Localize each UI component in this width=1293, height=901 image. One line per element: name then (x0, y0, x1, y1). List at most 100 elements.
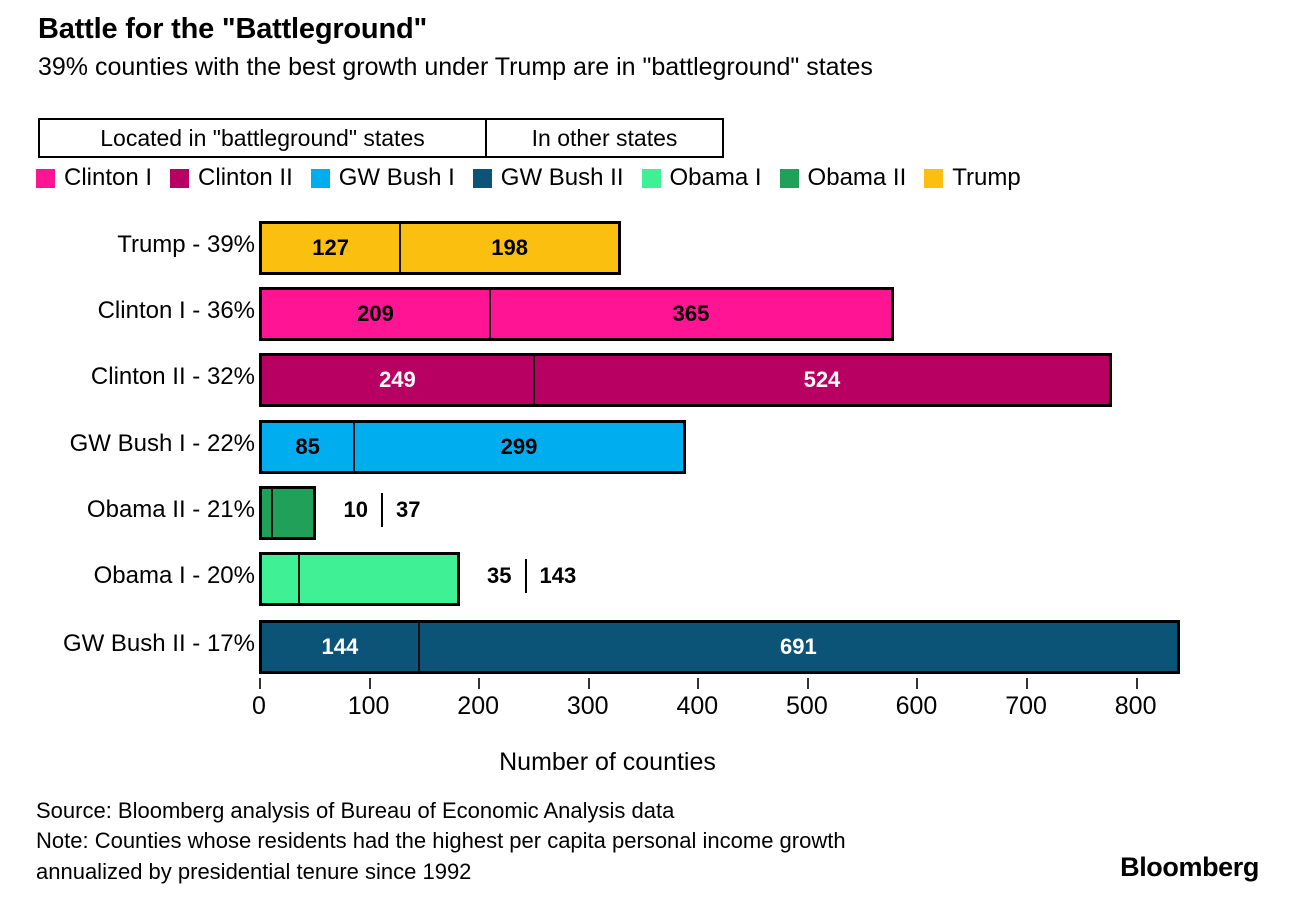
legend-item-gw-bush-i: GW Bush I (310, 164, 455, 191)
stacked-bar[interactable]: 144 691 (259, 620, 1180, 674)
bloomberg-logo: Bloomberg (1120, 852, 1259, 882)
tick-mark (806, 678, 809, 689)
tick-mark (1135, 678, 1138, 689)
legend-item-clinton-i: Clinton I (36, 166, 152, 190)
x-axis-title: Number of counties (0, 748, 1293, 777)
value-divider (380, 493, 383, 527)
bar-value-other: 198 (491, 235, 528, 260)
bar-row: Obama I - 20% 35 143 (0, 543, 1293, 609)
bar-row: Trump - 39% 127 198 (0, 212, 1293, 278)
legend-item-gw-bush-ii: GW Bush II (472, 164, 624, 191)
tick-mark (587, 678, 590, 689)
stacked-bar[interactable] (259, 486, 317, 540)
bar-row-label: GW Bush I - 22% (69, 430, 255, 457)
bar-value-battleground: 249 (379, 367, 416, 392)
legend-item-label: Obama II (807, 164, 907, 191)
note-text-line2: annualized by presidential tenure since … (36, 858, 472, 884)
stacked-bar[interactable]: 249 524 (259, 353, 1113, 407)
bar-value-other: 691 (780, 634, 817, 659)
segment-legend: Located in "battleground" states In othe… (38, 118, 724, 158)
bar-row: Clinton II - 32% 249 524 (0, 344, 1293, 410)
legend-item-trump: Trump (924, 164, 1021, 191)
bar-segment-battleground[interactable]: 85 (262, 423, 356, 471)
stacked-bar[interactable]: 209 365 (259, 287, 894, 341)
bar-value-battleground: 209 (357, 301, 394, 326)
bar-row: Obama II - 21% 10 37 (0, 477, 1293, 543)
stacked-bar[interactable]: 127 198 (259, 221, 622, 275)
x-axis-tick-label: 700 (1005, 692, 1047, 720)
legend-item-label: Obama I (669, 164, 762, 191)
chart-header: Battle for the "Battleground" 39% counti… (0, 0, 1293, 82)
legend-item-label: Trump (952, 164, 1021, 191)
bar-row: GW Bush II - 17% 144 691 (0, 611, 1293, 677)
bar-value-other: 143 (539, 563, 577, 588)
x-axis-tick-label: 600 (895, 692, 938, 720)
bar-row-label: Obama II - 21% (86, 496, 255, 523)
bar-segment-other[interactable]: 524 (534, 356, 1110, 404)
color-legend: Clinton I Clinton II GW Bush I GW Bush II Ob… (36, 166, 1039, 190)
legend-item-obama-i: Obama I (641, 164, 762, 191)
legend-swatch-icon (36, 168, 55, 188)
bar-value-other: 37 (395, 497, 421, 522)
bar-row: GW Bush I - 22% 85 299 (0, 411, 1293, 477)
source-text: Source: Bloomberg analysis of Bureau of … (36, 798, 675, 823)
tick-mark (916, 678, 919, 689)
legend-item-label: GW Bush II (500, 164, 624, 191)
x-axis-tick-label: 400 (676, 692, 719, 720)
x-axis-tick-label: 800 (1114, 692, 1157, 720)
bar-row-label: Obama I - 20% (93, 562, 255, 589)
bar-outside-values: 10 37 (331, 486, 434, 534)
bar-outside-values: 35 143 (474, 552, 589, 600)
tick-mark (1026, 678, 1029, 689)
legend-item-label: Clinton I (64, 164, 153, 191)
bar-segment-battleground[interactable]: 249 (262, 356, 535, 404)
bar-segment-other[interactable]: 299 (355, 423, 683, 471)
bar-value-battleground: 35 (487, 563, 512, 588)
legend-swatch-icon (310, 168, 330, 188)
legend-swatch-icon (779, 168, 799, 188)
chart-footnotes: Source: Bloomberg analysis of Bureau of … (36, 796, 846, 887)
legend-item-label: GW Bush I (338, 164, 455, 191)
legend-item-clinton-ii: Clinton II (170, 166, 293, 190)
bar-segment-other[interactable]: 365 (491, 290, 891, 338)
legend-swatch-icon (641, 168, 661, 188)
bar-row: Clinton I - 36% 209 365 (0, 278, 1293, 344)
bar-segment-battleground[interactable] (262, 555, 301, 603)
x-axis-tick-label: 200 (457, 692, 500, 720)
bar-segment-battleground[interactable] (262, 489, 273, 537)
segment-legend-battleground: Located in "battleground" states (40, 120, 487, 156)
bar-row-label: Clinton II - 32% (90, 363, 255, 390)
x-axis-tick-label: 300 (566, 692, 609, 720)
bar-segment-other[interactable] (272, 489, 314, 537)
x-axis-tick-label: 0 (252, 692, 266, 720)
x-axis-title-text: Number of counties (499, 748, 716, 776)
legend-swatch-icon (472, 168, 492, 188)
legend-swatch-icon (924, 168, 944, 188)
chart-subtitle: 39% counties with the best growth under … (38, 53, 873, 82)
legend-swatch-icon (170, 168, 190, 188)
legend-item-label: Clinton II (198, 164, 293, 191)
note-text-line1: Note: Counties whose residents had the h… (36, 828, 846, 854)
bar-segment-other[interactable] (300, 555, 458, 603)
legend-item-obama-ii: Obama II (779, 164, 907, 191)
stacked-bar[interactable] (259, 552, 461, 606)
bar-segment-battleground[interactable]: 144 (262, 623, 420, 671)
bar-value-battleground: 85 (295, 434, 320, 459)
segment-legend-other: In other states (531, 124, 678, 151)
bar-value-other: 524 (803, 367, 841, 392)
bar-segment-other[interactable]: 691 (419, 623, 1177, 671)
bar-segment-other[interactable]: 198 (401, 224, 619, 272)
bar-row-label: Clinton I - 36% (97, 297, 255, 324)
tick-mark (478, 678, 481, 689)
bar-segment-battleground[interactable]: 127 (262, 224, 402, 272)
bar-segment-battleground[interactable]: 209 (262, 290, 492, 338)
bar-value-battleground: 144 (321, 634, 359, 659)
stacked-bar[interactable]: 85 299 (259, 420, 686, 474)
page-title: Battle for the "Battleground" (38, 13, 428, 45)
bar-value-other: 365 (672, 301, 710, 326)
x-axis: 0 100 200 300 400 500 600 700 800 (0, 678, 1293, 738)
bar-value-battleground: 10 (343, 497, 368, 522)
x-axis-tick-label: 100 (347, 692, 390, 720)
bar-value-battleground: 127 (312, 235, 349, 260)
x-axis-tick-label: 500 (786, 692, 828, 720)
